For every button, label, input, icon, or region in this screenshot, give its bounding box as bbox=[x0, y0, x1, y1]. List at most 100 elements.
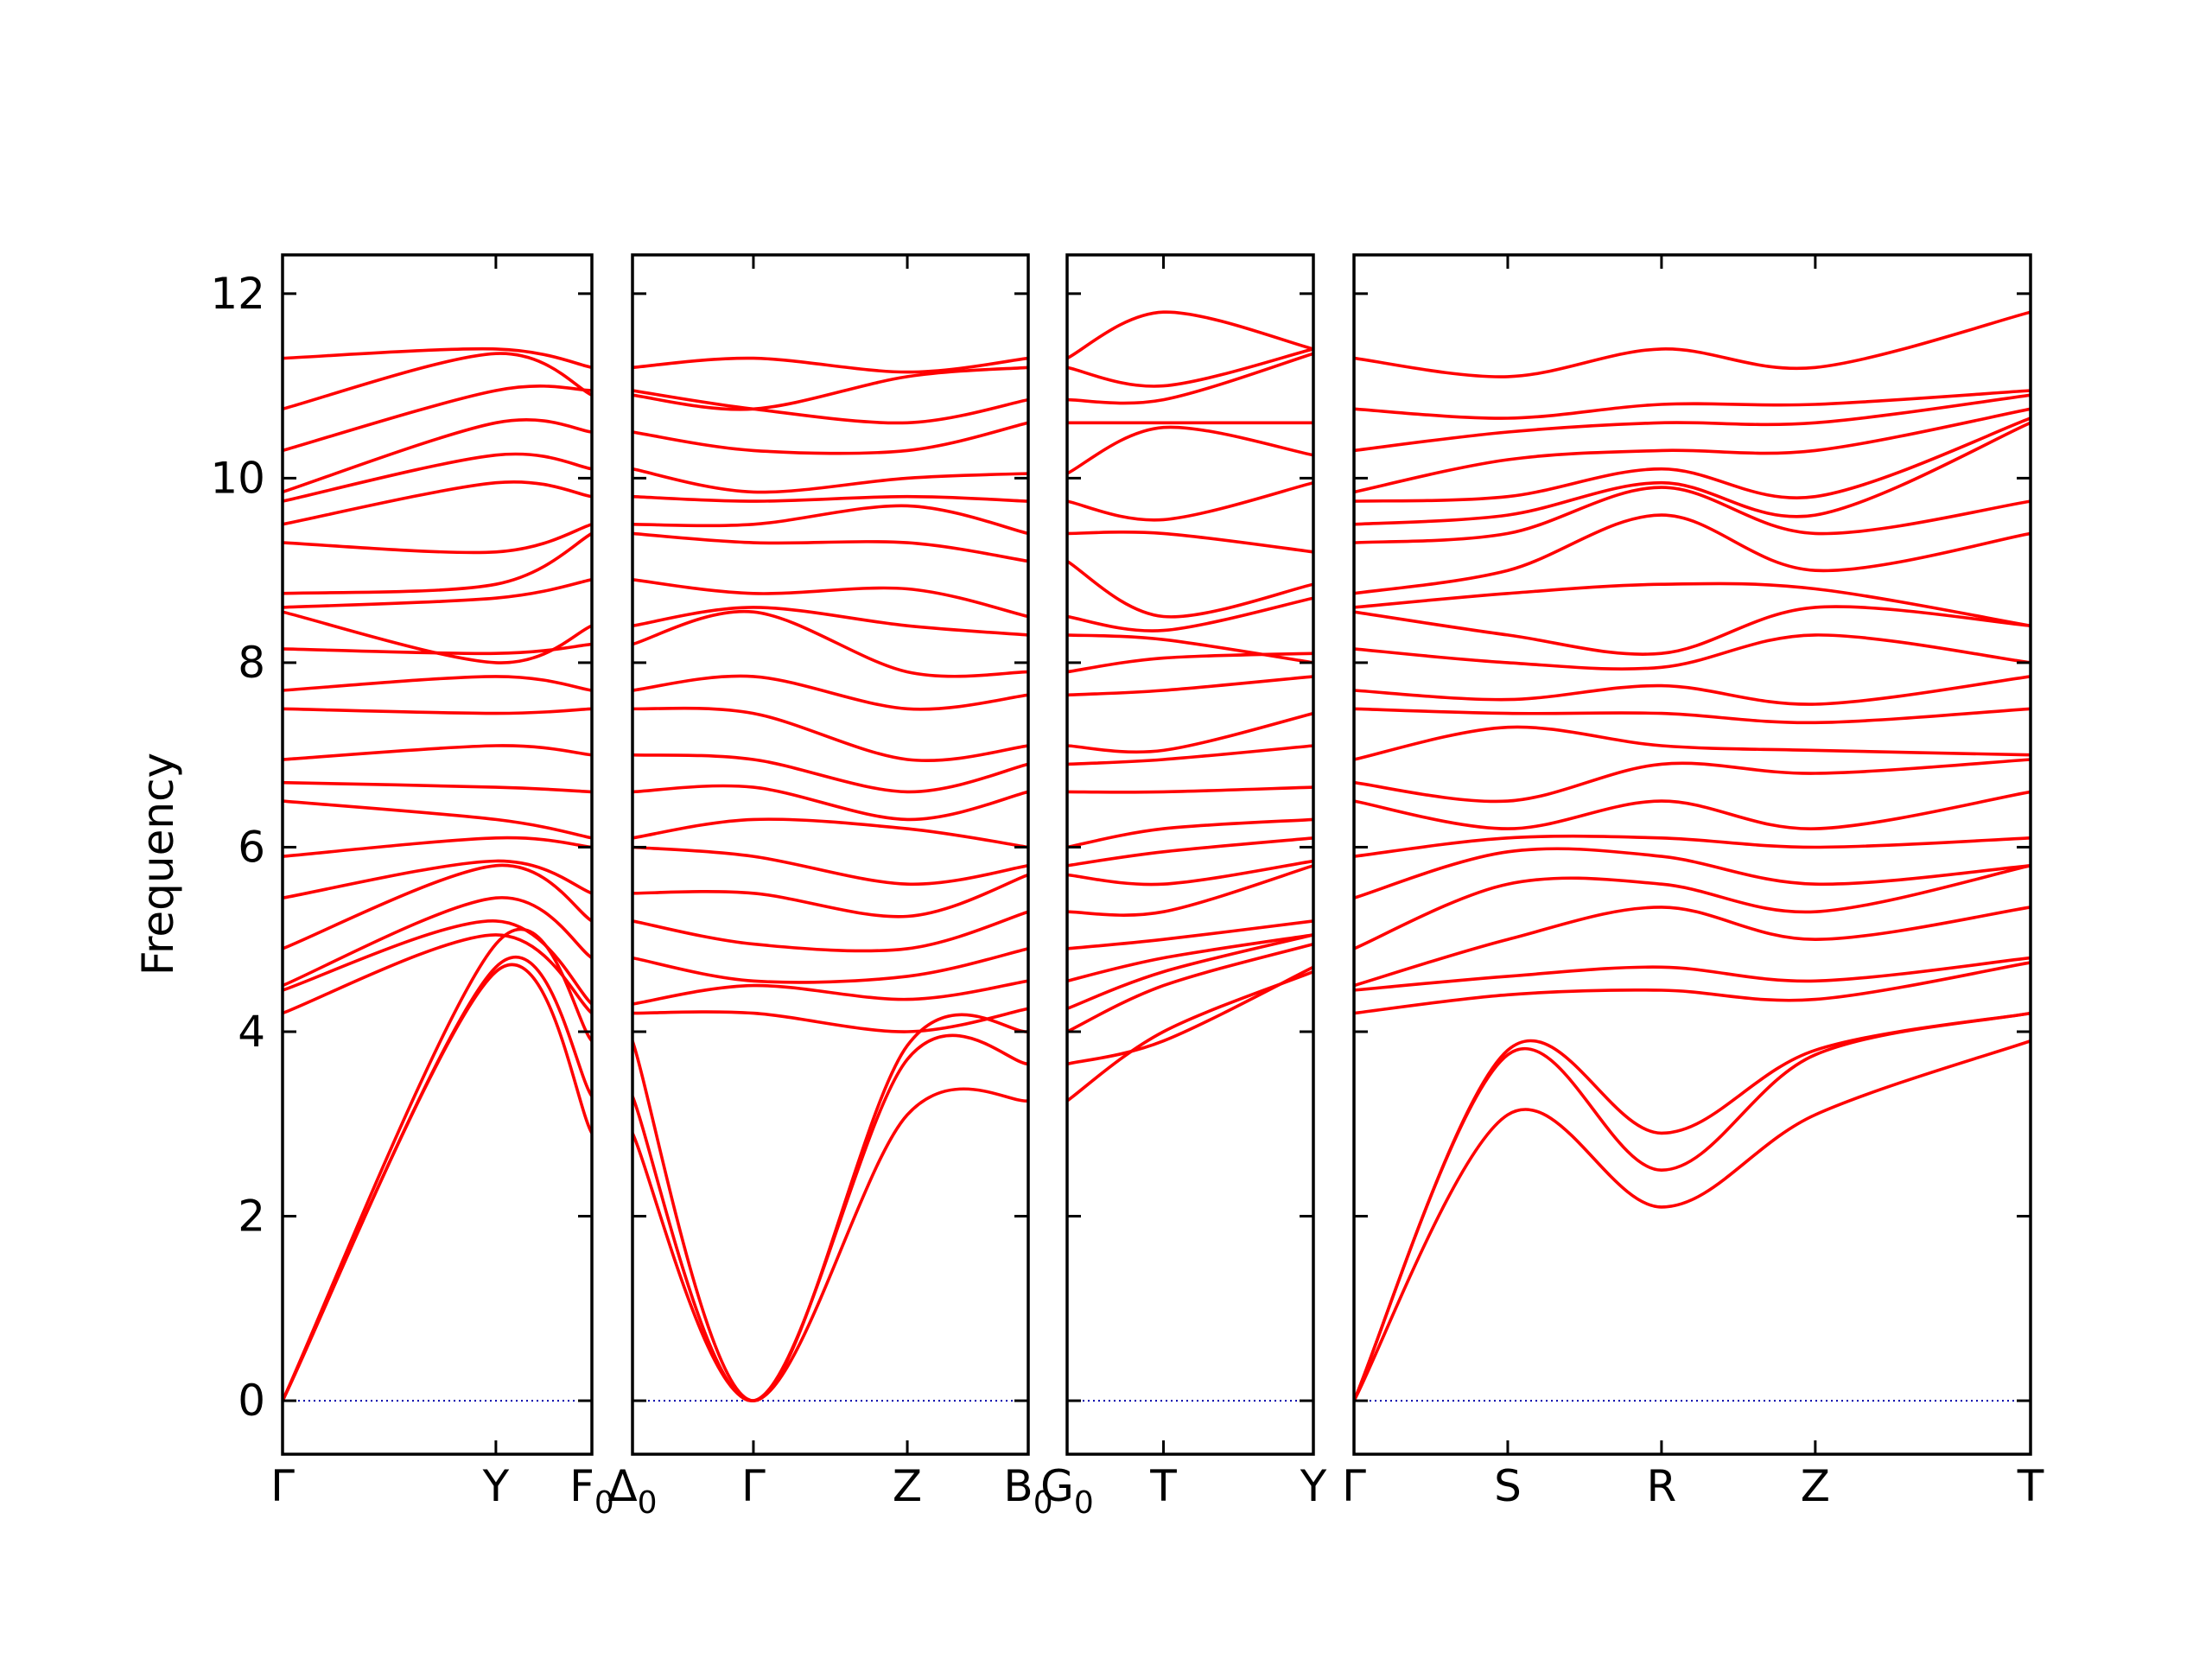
band-line-11 bbox=[283, 780, 592, 794]
band-line-5 bbox=[632, 979, 1028, 1006]
band-line-12 bbox=[1067, 744, 1313, 766]
x-tick-label: Y bbox=[482, 1461, 510, 1511]
band-line-6 bbox=[632, 947, 1028, 984]
band-line-25 bbox=[283, 346, 592, 370]
band-line-24 bbox=[632, 365, 1028, 411]
band-line-5 bbox=[1067, 933, 1313, 983]
band-line-19 bbox=[1354, 486, 2031, 544]
band-line-2 bbox=[1067, 965, 1313, 1066]
band-line-23 bbox=[1354, 393, 2031, 453]
band-line-23 bbox=[1067, 352, 1313, 405]
band-line-10 bbox=[632, 817, 1028, 849]
x-tick-label: T bbox=[2017, 1461, 2044, 1511]
band-line-15 bbox=[632, 609, 1028, 678]
band-line-13 bbox=[1067, 711, 1313, 754]
band-line-9 bbox=[1354, 834, 2031, 858]
band-line-25 bbox=[1067, 310, 1313, 360]
band-line-5 bbox=[1354, 956, 2031, 992]
y-tick-label: 0 bbox=[238, 1376, 265, 1426]
band-line-7 bbox=[1354, 864, 2031, 950]
band-line-20 bbox=[632, 494, 1028, 503]
band-line-7 bbox=[1067, 864, 1313, 917]
x-tick-label: S bbox=[1494, 1461, 1522, 1511]
band-line-6 bbox=[1354, 906, 2031, 988]
band-line-20 bbox=[1067, 480, 1313, 522]
panel-1: 0 2 4 6 8 10 12 Γ Y F0 bbox=[210, 253, 614, 1521]
band-line-24 bbox=[1067, 347, 1313, 388]
band-line-10 bbox=[283, 799, 592, 840]
band-line-5 bbox=[283, 919, 592, 1006]
band-line-23 bbox=[632, 389, 1028, 425]
x-tick-label: Γ bbox=[1342, 1461, 1366, 1511]
band-line-16 bbox=[1354, 605, 2031, 656]
x-tick-label: Z bbox=[1801, 1461, 1830, 1511]
band-line-11 bbox=[1354, 758, 2031, 804]
band-line-6 bbox=[1067, 919, 1313, 950]
x-tick-label: B0 bbox=[1003, 1461, 1052, 1521]
band-line-12 bbox=[1354, 725, 2031, 761]
band-line-10 bbox=[1354, 790, 2031, 830]
band-line-19 bbox=[283, 523, 592, 555]
panel-3: G0 T Y bbox=[1040, 253, 1327, 1521]
band-line-1 bbox=[632, 1087, 1028, 1402]
band-line-8 bbox=[283, 859, 592, 899]
x-tick-label: Γ bbox=[741, 1461, 766, 1511]
band-line-12 bbox=[632, 753, 1028, 794]
band-line-3 bbox=[632, 1013, 1028, 1402]
y-tick-label: 6 bbox=[238, 822, 265, 872]
y-tick-label: 8 bbox=[238, 638, 265, 688]
band-line-20 bbox=[283, 480, 592, 526]
panel-frame bbox=[1065, 253, 1315, 1456]
band-line-15 bbox=[283, 642, 592, 656]
band-line-4 bbox=[1067, 933, 1313, 1011]
band-line-14 bbox=[1354, 675, 2031, 706]
band-line-7 bbox=[283, 863, 592, 950]
panel-frame bbox=[281, 253, 594, 1456]
band-line-8 bbox=[1354, 847, 2031, 899]
band-line-6 bbox=[283, 896, 592, 988]
panel-frame bbox=[1352, 253, 2032, 1456]
band-line-2 bbox=[283, 956, 592, 1402]
band-line-18 bbox=[1067, 559, 1313, 619]
x-tick-label: R bbox=[1647, 1461, 1677, 1511]
band-line-8 bbox=[1067, 859, 1313, 887]
x-tick-label: Γ bbox=[270, 1461, 295, 1511]
band-line-1 bbox=[1067, 969, 1313, 1103]
x-tick-label: Δ0 bbox=[607, 1461, 657, 1521]
band-line-22 bbox=[1354, 407, 2031, 494]
band-line-4 bbox=[283, 933, 592, 1015]
band-line-17 bbox=[1067, 596, 1313, 632]
band-line-24 bbox=[1354, 389, 2031, 420]
band-line-18 bbox=[632, 531, 1028, 563]
band-line-19 bbox=[632, 504, 1028, 536]
band-line-12 bbox=[283, 744, 592, 761]
band-line-17 bbox=[283, 578, 592, 609]
y-tick-label: 4 bbox=[238, 1007, 265, 1057]
band-line-1 bbox=[1354, 1039, 2031, 1402]
band-line-22 bbox=[632, 421, 1028, 455]
band-line-3 bbox=[1067, 942, 1313, 1033]
band-line-16 bbox=[1067, 633, 1313, 664]
band-line-8 bbox=[632, 873, 1028, 918]
band-line-23 bbox=[283, 385, 592, 453]
band-line-21 bbox=[1067, 425, 1313, 475]
x-tick-label: T bbox=[1149, 1461, 1177, 1511]
band-line-16 bbox=[283, 610, 592, 664]
band-line-20 bbox=[1354, 421, 2031, 526]
band-line-15 bbox=[1354, 633, 2031, 671]
x-tick-label: Z bbox=[893, 1461, 922, 1511]
band-line-9 bbox=[283, 836, 592, 858]
panel-frame bbox=[631, 253, 1030, 1456]
band-line-15 bbox=[1067, 652, 1313, 674]
band-line-17 bbox=[632, 578, 1028, 619]
band-line-13 bbox=[283, 707, 592, 715]
band-line-4 bbox=[632, 1007, 1028, 1033]
band-line-17 bbox=[1354, 582, 2031, 627]
band-line-1 bbox=[283, 963, 592, 1402]
band-line-18 bbox=[283, 531, 592, 595]
band-line-9 bbox=[1067, 836, 1313, 868]
band-line-3 bbox=[283, 927, 592, 1402]
band-line-11 bbox=[1067, 785, 1313, 794]
band-line-10 bbox=[1067, 817, 1313, 849]
